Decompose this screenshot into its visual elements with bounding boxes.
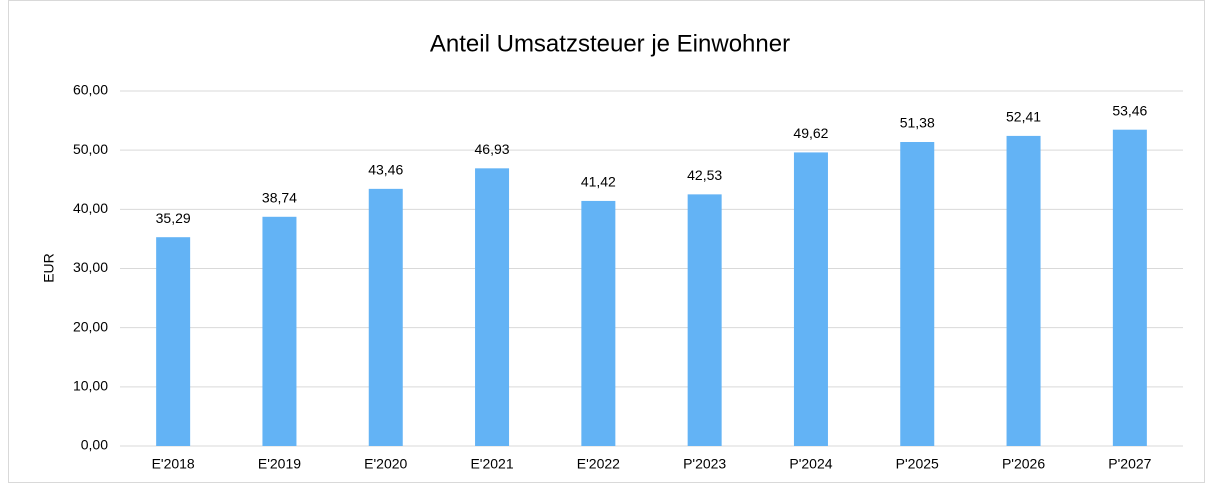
bar [900, 142, 935, 447]
x-tick-label: E'2021 [470, 456, 513, 472]
bar [262, 216, 297, 446]
data-label: 49,62 [793, 125, 828, 141]
x-tick-label: E'2019 [258, 456, 301, 472]
bar [368, 188, 403, 446]
bar [581, 200, 616, 446]
x-tick-label: P'2025 [896, 456, 939, 472]
x-tick-label: P'2023 [683, 456, 726, 472]
data-label: 51,38 [900, 115, 935, 131]
x-tick-label: E'2022 [577, 456, 620, 472]
y-tick-label: 10,00 [73, 378, 108, 394]
data-label: 43,46 [368, 162, 403, 178]
x-tick-label: P'2026 [1002, 456, 1045, 472]
data-label: 46,93 [475, 141, 510, 157]
data-label: 53,46 [1112, 102, 1147, 118]
bar [687, 194, 722, 446]
y-tick-label: 20,00 [73, 318, 108, 334]
y-tick-label: 30,00 [73, 259, 108, 275]
y-tick-label: 40,00 [73, 200, 108, 216]
bar [475, 168, 510, 447]
bar [1006, 135, 1041, 446]
x-tick-label: E'2020 [364, 456, 407, 472]
x-tick-label: P'2024 [789, 456, 832, 472]
data-label: 35,29 [156, 210, 191, 226]
data-label: 42,53 [687, 167, 722, 183]
data-label: 41,42 [581, 174, 616, 190]
y-tick-label: 0,00 [81, 437, 108, 453]
x-tick-label: E'2018 [152, 456, 195, 472]
chart-title: Anteil Umsatzsteuer je Einwohner [430, 30, 790, 57]
y-tick-label: 50,00 [73, 141, 108, 157]
data-label: 52,41 [1006, 109, 1041, 125]
y-axis-label: EUR [41, 253, 57, 283]
y-tick-label: 60,00 [73, 82, 108, 98]
bar [156, 237, 191, 446]
data-label: 38,74 [262, 189, 297, 205]
x-tick-label: P'2027 [1108, 456, 1151, 472]
bar [1112, 129, 1147, 446]
bar [793, 152, 828, 447]
